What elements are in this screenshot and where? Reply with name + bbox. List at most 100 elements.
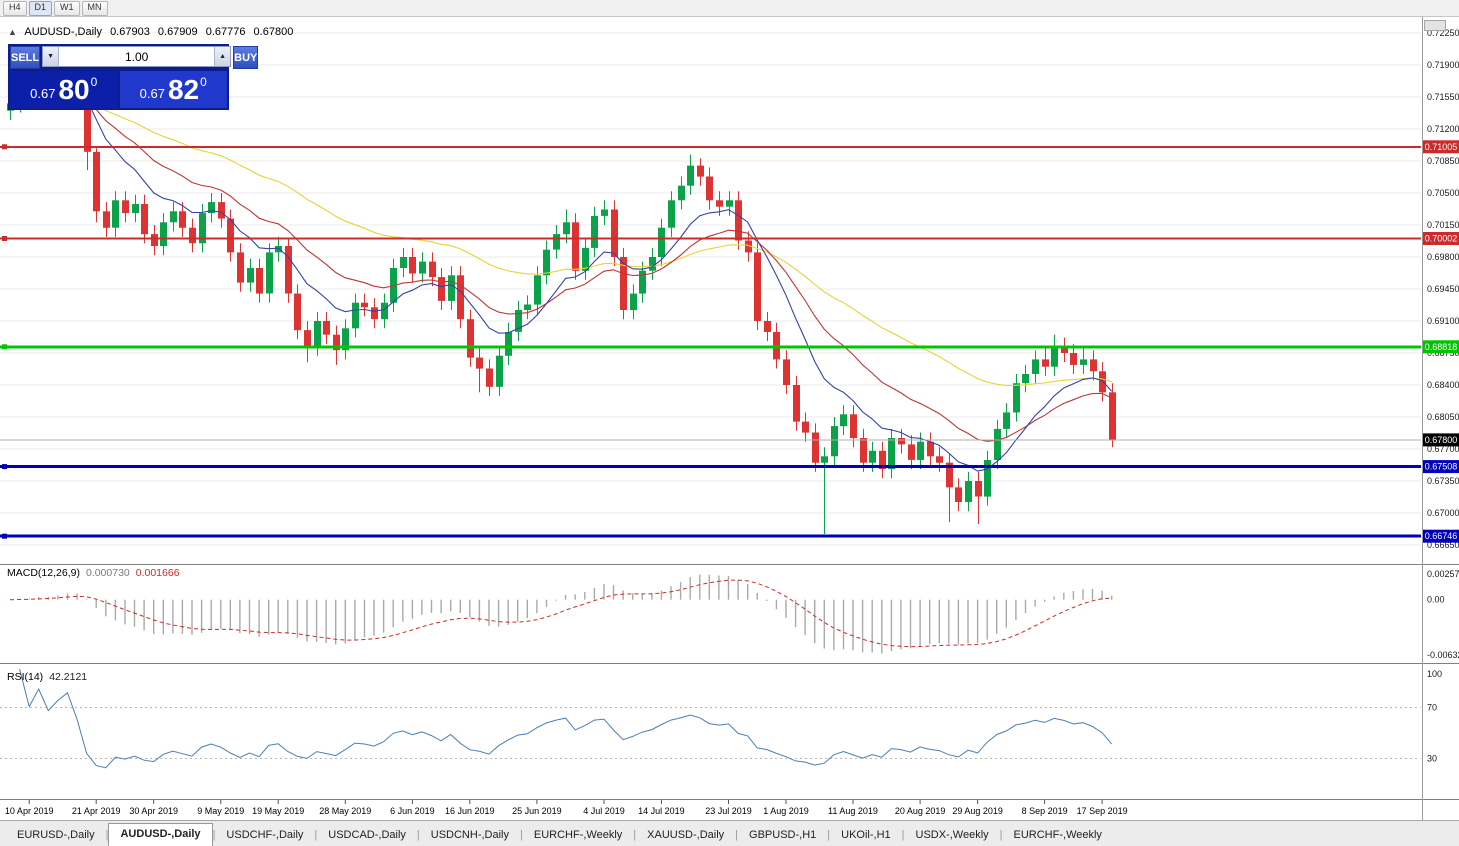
svg-text:29 Aug 2019: 29 Aug 2019 <box>952 806 1003 816</box>
buy-price-prefix: 0.67 <box>139 86 165 101</box>
svg-text:100: 100 <box>1427 669 1442 679</box>
svg-text:0.66746: 0.66746 <box>1425 531 1458 541</box>
volume-up-icon[interactable]: ▲ <box>214 47 231 66</box>
chart-symbol-period: AUDUSD-,Daily <box>24 26 102 38</box>
sell-button[interactable]: SELL <box>10 46 41 69</box>
one-click-collapse-icon[interactable]: ▲ <box>8 27 17 37</box>
tab-separator: | <box>735 829 739 841</box>
macd-indicator-label: MACD(12,26,9) 0.000730 0.001666 <box>7 567 180 579</box>
rsi-indicator-label: RSI(14) 42.2121 <box>7 671 87 683</box>
svg-text:11 Aug 2019: 11 Aug 2019 <box>828 806 878 816</box>
macd-main-value: 0.000730 <box>85 567 130 579</box>
ma-fast-line <box>9 86 1113 472</box>
chart-tab-gbpusd-h1[interactable]: GBPUSD-,H1 <box>749 829 817 841</box>
ohlc-open: 0.67903 <box>110 26 150 38</box>
level-tag-0.67508 <box>1423 460 1459 474</box>
chart-scroll-thumb[interactable] <box>1424 20 1446 31</box>
level-handle-0.66746[interactable] <box>2 533 7 539</box>
svg-text:70: 70 <box>1427 702 1437 712</box>
level-tag-0.66746 <box>1423 529 1459 543</box>
chart-tab-eurusd-daily[interactable]: EURUSD-,Daily <box>17 829 95 841</box>
svg-text:-0.00632: -0.00632 <box>1427 650 1459 660</box>
tab-separator: | <box>999 829 1003 841</box>
price-tags: 0.71005 0.70002 0.68818 0.67508 0.66746 0.678… <box>1423 140 1459 543</box>
chart-tab-audusd-daily[interactable]: AUDUSD-,Daily <box>108 823 213 846</box>
rsi-line <box>19 668 1113 769</box>
level-handle-0.67508[interactable] <box>2 464 7 470</box>
timeframe-button-w1[interactable]: W1 <box>54 0 80 16</box>
volume-control: ▼ ▲ <box>42 46 232 67</box>
tab-separator: | <box>314 829 318 841</box>
timeframe-button-h4[interactable]: H4 <box>3 0 27 16</box>
moving-average-lines <box>9 86 1113 472</box>
ohlc-high: 0.67909 <box>157 26 198 38</box>
volume-input[interactable] <box>59 47 215 66</box>
svg-text:0.72250: 0.72250 <box>1427 28 1459 38</box>
level-tag-0.70002 <box>1423 232 1459 245</box>
sell-price-big: 80 <box>58 73 90 105</box>
macd-signal-value: 0.001666 <box>135 567 180 579</box>
level-handle-0.68818[interactable] <box>2 344 7 350</box>
svg-text:30: 30 <box>1427 754 1437 764</box>
svg-text:21 Apr 2019: 21 Apr 2019 <box>72 806 121 816</box>
svg-text:0.68050: 0.68050 <box>1427 412 1459 422</box>
pane-separators <box>0 17 1459 820</box>
volume-down-icon[interactable]: ▼ <box>43 47 60 66</box>
svg-text:0.67700: 0.67700 <box>1427 444 1459 454</box>
macd-signal-line <box>9 579 1112 648</box>
svg-text:0.71550: 0.71550 <box>1427 92 1459 102</box>
rsi-title-text: RSI(14) <box>7 671 44 683</box>
svg-text:8 Sep 2019: 8 Sep 2019 <box>1022 806 1068 816</box>
chart-tab-usdcnh-daily[interactable]: USDCNH-,Daily <box>430 829 509 841</box>
chart-tab-usdx-weekly[interactable]: USDX-,Weekly <box>915 829 989 841</box>
svg-text:16 Jun 2019: 16 Jun 2019 <box>445 806 495 816</box>
sell-price-display[interactable]: 0.67 80 0 <box>10 71 118 108</box>
timeframe-button-mn[interactable]: MN <box>81 0 108 16</box>
current-price-tag <box>1423 433 1459 447</box>
svg-text:0.00: 0.00 <box>1427 595 1445 605</box>
timeframe-button-d1[interactable]: D1 <box>28 0 53 16</box>
svg-text:0.70850: 0.70850 <box>1427 156 1459 166</box>
chart-tab-usdchf-daily[interactable]: USDCHF-,Daily <box>226 829 304 841</box>
one-click-trading-panel: SELL ▼ ▲ BUY 0.67 80 0 0.67 82 0 <box>8 44 259 110</box>
svg-text:6 Jun 2019: 6 Jun 2019 <box>390 806 435 816</box>
svg-text:0.71005: 0.71005 <box>1425 142 1458 152</box>
sell-price-pip: 0 <box>90 75 98 89</box>
level-handle-0.71005[interactable] <box>2 144 7 150</box>
date-axis: 10 Apr 2019 21 Apr 2019 30 Apr 2019 9 May 2… <box>5 800 1128 816</box>
ma-mid-line <box>9 92 1112 442</box>
tab-separator: | <box>212 829 216 841</box>
rsi-value: 42.2121 <box>49 671 88 683</box>
chart-tab-ukoil-h1[interactable]: UKOil-,H1 <box>841 829 891 841</box>
svg-text:10 Apr 2019: 10 Apr 2019 <box>5 806 54 816</box>
svg-text:23 Jul 2019: 23 Jul 2019 <box>705 806 752 816</box>
price-chart[interactable]: 0.72250 0.71900 0.71550 0.71200 0.70850 0.705… <box>0 17 1459 820</box>
svg-text:19 May 2019: 19 May 2019 <box>252 806 304 816</box>
horizontal-level-lines[interactable] <box>0 144 1421 539</box>
ma-slow-line <box>9 97 1112 386</box>
chart-tab-xauusd-daily[interactable]: XAUUSD-,Daily <box>647 829 725 841</box>
svg-text:0.68400: 0.68400 <box>1427 380 1459 390</box>
svg-text:20 Aug 2019: 20 Aug 2019 <box>895 806 946 816</box>
tab-separator: | <box>827 829 831 841</box>
level-handle-0.70002[interactable] <box>2 236 7 241</box>
chart-tab-eurchf-weekly[interactable]: EURCHF-,Weekly <box>1013 829 1102 841</box>
buy-button[interactable]: BUY <box>233 46 259 69</box>
timeframe-toolbar: H4 D1 W1 MN <box>0 0 1459 17</box>
svg-text:0.69450: 0.69450 <box>1427 284 1459 294</box>
svg-text:30 Apr 2019: 30 Apr 2019 <box>129 806 178 816</box>
tab-separator: | <box>416 829 420 841</box>
chart-tab-usdcad-daily[interactable]: USDCAD-,Daily <box>328 829 406 841</box>
svg-text:14 Jul 2019: 14 Jul 2019 <box>638 806 685 816</box>
svg-text:0.67800: 0.67800 <box>1425 435 1458 445</box>
svg-text:0.68818: 0.68818 <box>1425 342 1458 352</box>
svg-text:0.70002: 0.70002 <box>1425 234 1458 244</box>
buy-price-big: 82 <box>167 73 200 105</box>
svg-text:1 Aug 2019: 1 Aug 2019 <box>763 806 809 816</box>
svg-text:0.67000: 0.67000 <box>1427 508 1459 518</box>
svg-text:25 Jun 2019: 25 Jun 2019 <box>512 806 562 816</box>
svg-text:0.69800: 0.69800 <box>1427 252 1459 262</box>
chart-tab-eurchf-weekly[interactable]: EURCHF-,Weekly <box>533 829 623 841</box>
buy-price-display[interactable]: 0.67 82 0 <box>119 71 227 108</box>
svg-text:0.002574: 0.002574 <box>1427 569 1459 579</box>
